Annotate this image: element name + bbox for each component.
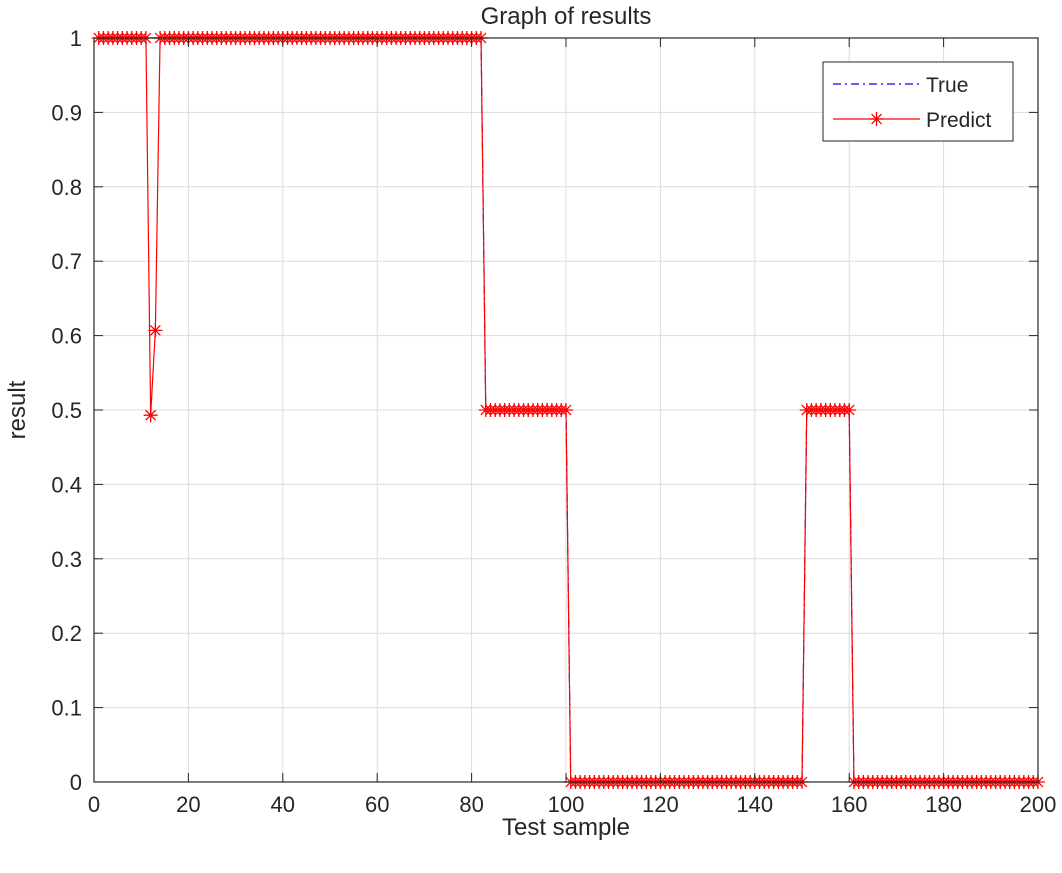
x-tick-label: 180 xyxy=(925,792,962,817)
x-tick-label: 120 xyxy=(642,792,679,817)
legend-label-predict: Predict xyxy=(926,109,992,132)
axis-ticks xyxy=(93,37,1039,783)
y-tick-label: 0.5 xyxy=(51,398,82,423)
predict-marker xyxy=(842,403,857,417)
y-tick-label: 0.3 xyxy=(51,547,82,572)
y-tick-labels: 0 0.1 0.2 0.3 0.4 0.5 0.6 0.7 0.8 0.9 1 xyxy=(51,26,82,795)
predict-marker xyxy=(148,323,163,338)
y-tick-label: 0.6 xyxy=(51,324,82,349)
legend: True Predict xyxy=(822,61,1014,142)
x-tick-label: 80 xyxy=(459,792,483,817)
x-tick-label: 160 xyxy=(831,792,868,817)
y-tick-label: 0.1 xyxy=(51,696,82,721)
x-tick-label: 20 xyxy=(176,792,200,817)
x-tick-label: 40 xyxy=(271,792,295,817)
y-tick-label: 0.7 xyxy=(51,249,82,274)
x-tick-labels: 0 20 40 60 80 100 120 140 160 180 200 xyxy=(88,792,1056,817)
y-axis-title: result xyxy=(4,380,31,439)
legend-box xyxy=(822,61,1014,142)
x-tick-label: 140 xyxy=(736,792,773,817)
chart-title: Graph of results xyxy=(481,3,652,30)
predict-marker xyxy=(559,403,573,417)
x-tick-label: 0 xyxy=(88,792,100,817)
x-axis-title: Test sample xyxy=(502,814,630,841)
predict-marker xyxy=(143,408,158,423)
y-tick-label: 0.9 xyxy=(51,100,82,125)
legend-marker-predict xyxy=(869,112,884,126)
y-tick-label: 0.4 xyxy=(51,472,82,497)
y-tick-label: 0.2 xyxy=(51,621,82,646)
x-tick-label: 60 xyxy=(365,792,389,817)
y-tick-label: 1 xyxy=(70,26,82,51)
legend-label-true: True xyxy=(926,74,968,97)
x-tick-label: 100 xyxy=(548,792,585,817)
x-tick-label: 200 xyxy=(1020,792,1057,817)
y-tick-label: 0 xyxy=(70,770,82,795)
y-tick-label: 0.8 xyxy=(51,175,82,200)
legend-asterisk-icon xyxy=(869,112,884,126)
